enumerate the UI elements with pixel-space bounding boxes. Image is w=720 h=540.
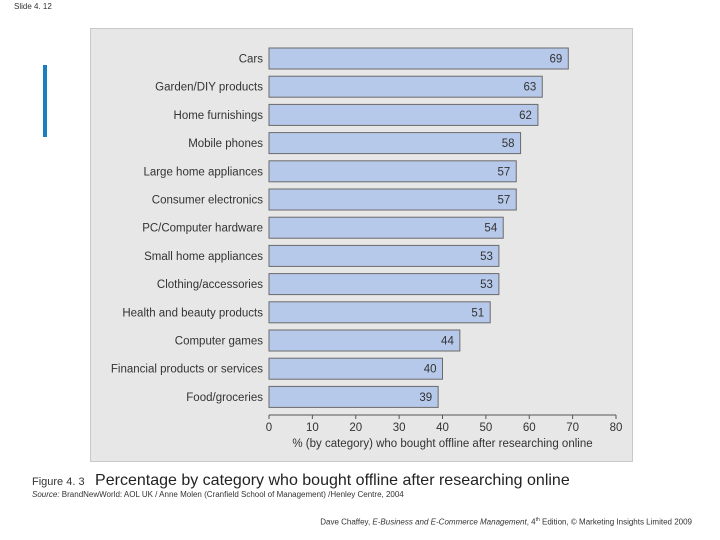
bar: [268, 47, 569, 70]
category-label: Small home appliances: [144, 251, 263, 263]
figure-caption: Figure 4. 3 Percentage by category who b…: [32, 472, 570, 490]
bar: [268, 103, 539, 126]
value-label: 58: [502, 138, 515, 150]
bar: [268, 132, 522, 155]
bar: [268, 301, 491, 324]
bar: [268, 244, 500, 267]
value-label: 63: [523, 82, 536, 94]
x-tick-label: 10: [306, 422, 319, 434]
value-label: 57: [497, 195, 510, 207]
chart-panel: Cars 69 Garden/DIY products 63 Home furnishi…: [90, 28, 633, 462]
category-label: Cars: [239, 54, 264, 66]
bar: [268, 329, 461, 352]
category-label: Clothing/accessories: [157, 279, 263, 291]
footer-rest: Edition, © Marketing Insights Limited 20…: [539, 517, 692, 527]
category-label: Mobile phones: [188, 138, 263, 150]
category-label: Consumer electronics: [152, 195, 263, 207]
x-tick-label: 70: [566, 422, 579, 434]
x-axis-title: % (by category) who bought offline after…: [292, 438, 592, 450]
source-note: Source: BrandNewWorld: AOL UK / Anne Mol…: [32, 490, 404, 499]
x-tick-label: 0: [266, 422, 272, 434]
category-label: Large home appliances: [143, 166, 263, 178]
value-label: 62: [519, 110, 532, 122]
accent-bar: [43, 65, 47, 137]
bar: [268, 273, 500, 296]
footer-edition: , 4: [526, 517, 536, 527]
x-tick-label: 60: [523, 422, 536, 434]
bar: [268, 216, 504, 239]
x-tick-label: 50: [479, 422, 492, 434]
bar-chart: Cars 69 Garden/DIY products 63 Home furnishi…: [111, 47, 623, 450]
x-tick-label: 30: [393, 422, 406, 434]
source-label: Source:: [32, 490, 60, 499]
footer-edition-suffix: th: [535, 517, 540, 523]
bar: [268, 385, 439, 408]
footer-credit: Dave Chaffey, E-Business and E-Commerce …: [320, 517, 692, 527]
value-label: 54: [484, 223, 497, 235]
category-label: Health and beauty products: [122, 307, 263, 319]
category-label: Food/groceries: [186, 392, 263, 404]
bar: [268, 75, 543, 98]
x-tick-label: 80: [610, 422, 623, 434]
footer-author: Dave Chaffey,: [320, 517, 373, 527]
value-label: 53: [480, 251, 493, 263]
figure-number: Figure 4. 3: [32, 476, 85, 488]
slide-label: Slide 4. 12: [14, 2, 52, 11]
bar: [268, 188, 517, 211]
value-label: 51: [471, 307, 484, 319]
bar: [268, 357, 443, 380]
value-label: 39: [419, 392, 432, 404]
value-label: 53: [480, 279, 493, 291]
value-label: 40: [424, 364, 437, 376]
value-label: 69: [549, 54, 562, 66]
value-label: 57: [497, 166, 510, 178]
source-text: BrandNewWorld: AOL UK / Anne Molen (Cran…: [59, 490, 404, 499]
x-tick-label: 20: [349, 422, 362, 434]
category-label: Computer games: [175, 336, 263, 348]
footer-book-title: E-Business and E-Commerce Management: [372, 517, 527, 527]
category-label: Home furnishings: [174, 110, 264, 122]
category-label: Garden/DIY products: [155, 82, 263, 94]
value-label: 44: [441, 336, 454, 348]
x-tick-label: 40: [436, 422, 449, 434]
figure-title: Percentage by category who bought offlin…: [95, 472, 570, 489]
bar: [268, 160, 517, 183]
category-label: PC/Computer hardware: [142, 223, 263, 235]
category-label: Financial products or services: [111, 364, 263, 376]
